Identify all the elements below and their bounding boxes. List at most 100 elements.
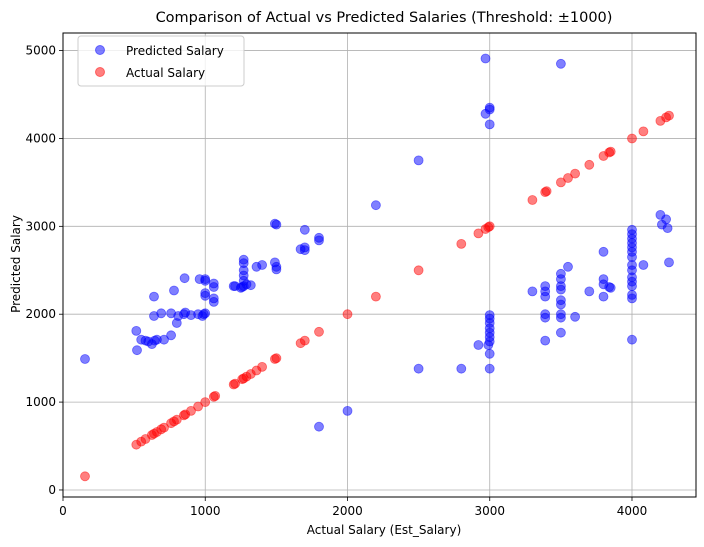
legend-label-predicted: Predicted Salary — [126, 44, 224, 58]
predicted-point — [271, 264, 282, 275]
actual-point — [570, 168, 580, 179]
actual-point — [556, 177, 566, 188]
predicted-point — [299, 224, 310, 235]
series-predicted — [80, 53, 674, 432]
data-points — [80, 53, 674, 482]
predicted-point — [480, 53, 491, 64]
predicted-point — [484, 104, 495, 115]
legend-marker-actual — [95, 67, 105, 77]
predicted-point — [527, 286, 538, 297]
actual-point — [563, 173, 573, 183]
actual-point — [638, 126, 649, 137]
y-tick-label: 5000 — [25, 44, 56, 58]
x-tick-label: 3000 — [474, 504, 505, 518]
predicted-point — [149, 291, 159, 302]
predicted-point — [80, 354, 90, 364]
predicted-point — [200, 275, 211, 286]
x-tick-label: 4000 — [617, 504, 648, 518]
predicted-point — [245, 280, 256, 291]
actual-point — [80, 471, 90, 482]
y-tick-label: 0 — [48, 483, 56, 497]
predicted-point — [208, 282, 219, 292]
predicted-point — [413, 155, 424, 166]
predicted-point — [662, 223, 673, 234]
actual-point — [200, 397, 211, 408]
predicted-point — [413, 363, 424, 374]
x-tick-label: 2000 — [332, 504, 363, 518]
legend-label-actual: Actual Salary — [126, 66, 205, 80]
predicted-point — [540, 335, 551, 346]
predicted-point — [664, 257, 674, 268]
actual-point — [541, 186, 552, 197]
predicted-point — [179, 273, 190, 284]
actual-point — [456, 238, 467, 249]
predicted-point — [484, 348, 495, 359]
y-tick-label: 2000 — [25, 307, 56, 321]
predicted-point — [627, 293, 637, 304]
predicted-point — [169, 285, 179, 296]
predicted-point — [605, 282, 616, 293]
predicted-point — [156, 308, 167, 319]
predicted-point — [598, 291, 609, 302]
predicted-point — [556, 58, 566, 69]
y-tick-label: 3000 — [25, 219, 56, 233]
predicted-point — [484, 363, 495, 374]
predicted-point — [166, 330, 177, 341]
legend-box — [77, 35, 245, 87]
predicted-point — [556, 284, 566, 295]
actual-point — [370, 291, 381, 302]
predicted-point — [456, 363, 467, 374]
predicted-point — [342, 405, 353, 416]
predicted-point — [556, 312, 566, 323]
y-axis-label: Predicted Salary — [9, 215, 23, 313]
x-tick-label: 1000 — [190, 504, 221, 518]
predicted-point — [314, 421, 324, 432]
actual-point — [584, 159, 595, 170]
y-tick-label: 4000 — [25, 131, 56, 145]
predicted-point — [627, 281, 637, 292]
predicted-point — [540, 312, 551, 323]
y-tick-label: 1000 — [25, 395, 56, 409]
predicted-point — [208, 296, 219, 307]
legend-marker-predicted — [95, 45, 105, 55]
predicted-point — [661, 214, 671, 225]
actual-point — [527, 195, 538, 205]
actual-point — [342, 309, 353, 320]
series-actual — [80, 110, 674, 482]
actual-point — [230, 378, 241, 389]
actual-point — [605, 146, 616, 157]
plot-frame — [62, 32, 697, 498]
actual-point — [484, 221, 495, 232]
predicted-point — [598, 246, 609, 257]
actual-point — [159, 422, 169, 433]
predicted-point — [159, 334, 169, 345]
axis-ticks: 0 1000 2000 3000 4000 0 1000 2000 3000 4000 5000 — [25, 44, 647, 518]
predicted-point — [370, 200, 381, 211]
predicted-point — [132, 345, 142, 356]
predicted-point — [556, 299, 566, 310]
predicted-point — [540, 291, 551, 302]
predicted-point — [638, 260, 649, 270]
legend: Predicted Salary Actual Salary — [77, 35, 245, 87]
actual-point — [413, 265, 424, 276]
predicted-point — [271, 219, 282, 230]
predicted-point — [556, 327, 566, 338]
predicted-point — [257, 260, 268, 270]
actual-point — [627, 133, 637, 144]
predicted-point — [473, 340, 484, 350]
chart-title: Comparison of Actual vs Predicted Salari… — [156, 10, 613, 26]
predicted-point — [627, 334, 637, 345]
actual-point — [186, 405, 196, 416]
predicted-point — [299, 245, 310, 256]
x-tick-label: 0 — [59, 504, 67, 518]
predicted-point — [314, 235, 324, 246]
actual-point — [171, 414, 182, 425]
actual-point — [271, 353, 282, 364]
predicted-point — [584, 286, 595, 297]
predicted-point — [200, 290, 211, 301]
actual-point — [299, 335, 310, 346]
actual-point — [193, 401, 204, 412]
predicted-point — [131, 325, 142, 336]
actual-point — [664, 110, 674, 121]
